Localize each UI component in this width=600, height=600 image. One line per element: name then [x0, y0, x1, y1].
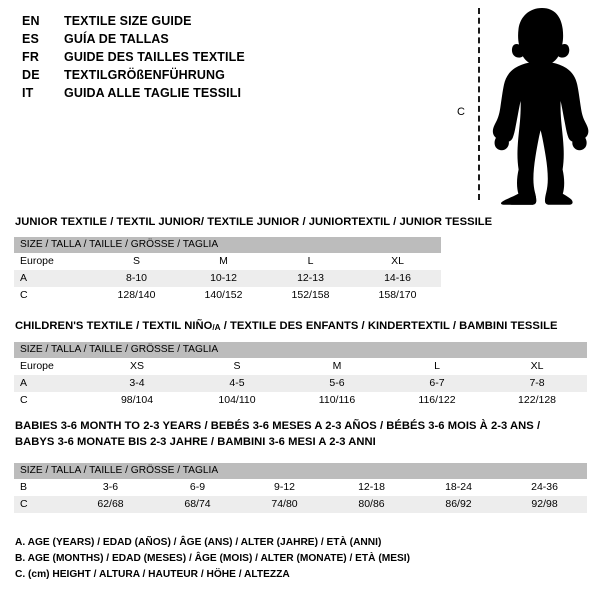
language-row-de: DE TEXTILGRÖßENFÜHRUNG: [22, 68, 422, 86]
language-row-es: ES GUÍA DE TALLAS: [22, 32, 422, 50]
row-label: B: [14, 479, 67, 496]
children-title-subscript: /A: [212, 322, 221, 332]
cell: M: [180, 253, 267, 270]
table-header-row: SIZE / TALLA / TAILLE / GRÖSSE / TAGLIA: [14, 237, 442, 253]
cell: 6-9: [154, 479, 241, 496]
row-label: Europe: [14, 253, 93, 270]
language-title: TEXTILGRÖßENFÜHRUNG: [64, 68, 225, 82]
table-row: A 3-4 4-5 5-6 6-7 7-8: [14, 375, 588, 392]
table-row: C 98/104 104/110 110/116 116/122 122/128: [14, 392, 588, 409]
cell: 4-5: [187, 375, 287, 392]
row-label: A: [14, 270, 93, 287]
cell: XS: [87, 358, 187, 375]
language-title: GUÍA DE TALLAS: [64, 32, 169, 46]
language-title: GUIDA ALLE TAGLIE TESSILI: [64, 86, 242, 100]
cell: 68/74: [154, 496, 241, 513]
cell: 10-12: [180, 270, 267, 287]
cell: 3-4: [87, 375, 187, 392]
babies-title-line2: BABYS 3-6 MONATE BIS 2-3 JAHRE / BAMBINI…: [15, 436, 376, 448]
legend-item-a: A. AGE (YEARS) / EDAD (AÑOS) / ÂGE (ANS)…: [15, 537, 382, 548]
cell: 9-12: [241, 479, 328, 496]
cell: 12-18: [328, 479, 415, 496]
cell: 86/92: [415, 496, 502, 513]
row-label: Europe: [14, 358, 87, 375]
cell: M: [287, 358, 387, 375]
size-header-label: SIZE / TALLA / TAILLE / GRÖSSE / TAGLIA: [14, 237, 442, 253]
language-code: ES: [22, 32, 40, 46]
table-row: C 128/140 140/152 152/158 158/170: [14, 287, 442, 304]
cell: 74/80: [241, 496, 328, 513]
cell: 128/140: [93, 287, 180, 304]
cell: L: [387, 358, 487, 375]
table-row: Europe XS S M L XL: [14, 358, 588, 375]
language-title: TEXTILE SIZE GUIDE: [64, 14, 192, 28]
legend-block: A. AGE (YEARS) / EDAD (AÑOS) / ÂGE (ANS)…: [15, 535, 410, 583]
cell: 7-8: [487, 375, 588, 392]
cell: 8-10: [93, 270, 180, 287]
toddler-silhouette-icon: [492, 8, 589, 205]
table-header-row: SIZE / TALLA / TAILLE / GRÖSSE / TAGLIA: [14, 463, 588, 479]
cell: 110/116: [287, 392, 387, 409]
row-label: C: [14, 496, 67, 513]
cell: XL: [487, 358, 588, 375]
cell: 140/152: [180, 287, 267, 304]
table-row: C 62/68 68/74 74/80 80/86 86/92 92/98: [14, 496, 588, 513]
language-row-it: IT GUIDA ALLE TAGLIE TESSILI: [22, 86, 422, 104]
cell: 92/98: [502, 496, 588, 513]
junior-size-table: SIZE / TALLA / TAILLE / GRÖSSE / TAGLIA …: [14, 237, 442, 304]
babies-size-table: SIZE / TALLA / TAILLE / GRÖSSE / TAGLIA …: [14, 463, 588, 513]
language-title: GUIDE DES TAILLES TEXTILE: [64, 50, 245, 64]
row-label: C: [14, 287, 93, 304]
cell: 104/110: [187, 392, 287, 409]
height-measurement-figure: C: [440, 0, 600, 210]
cell: 3-6: [67, 479, 154, 496]
legend-item-c: C. (cm) HEIGHT / ALTURA / HAUTEUR / HÖHE…: [15, 569, 290, 580]
row-label: A: [14, 375, 87, 392]
cell: S: [187, 358, 287, 375]
size-header-label: SIZE / TALLA / TAILLE / GRÖSSE / TAGLIA: [14, 463, 588, 479]
cell: 6-7: [387, 375, 487, 392]
cell: 18-24: [415, 479, 502, 496]
cell: 116/122: [387, 392, 487, 409]
cell: 14-16: [354, 270, 442, 287]
cell: L: [267, 253, 354, 270]
cell: S: [93, 253, 180, 270]
table-row: A 8-10 10-12 12-13 14-16: [14, 270, 442, 287]
language-header-block: EN TEXTILE SIZE GUIDE ES GUÍA DE TALLAS …: [22, 14, 422, 104]
cell: 98/104: [87, 392, 187, 409]
babies-section-title: BABIES 3-6 MONTH TO 2-3 YEARS / BEBÉS 3-…: [15, 420, 540, 448]
cell: XL: [354, 253, 442, 270]
children-size-table: SIZE / TALLA / TAILLE / GRÖSSE / TAGLIA …: [14, 342, 588, 409]
cell: 158/170: [354, 287, 442, 304]
language-row-fr: FR GUIDE DES TAILLES TEXTILE: [22, 50, 422, 68]
language-code: DE: [22, 68, 40, 82]
cell: 122/128: [487, 392, 588, 409]
cell: 80/86: [328, 496, 415, 513]
children-title-part1: CHILDREN'S TEXTILE / TEXTIL NIÑO: [15, 320, 213, 332]
height-measure-label: C: [457, 106, 465, 118]
language-code: EN: [22, 14, 40, 28]
table-row: B 3-6 6-9 9-12 12-18 18-24 24-36: [14, 479, 588, 496]
size-header-label: SIZE / TALLA / TAILLE / GRÖSSE / TAGLIA: [14, 342, 588, 358]
junior-section-title: JUNIOR TEXTILE / TEXTIL JUNIOR/ TEXTILE …: [15, 216, 493, 228]
cell: 24-36: [502, 479, 588, 496]
legend-item-b: B. AGE (MONTHS) / EDAD (MESES) / ÂGE (MO…: [15, 553, 411, 564]
height-dashed-line-icon: [478, 8, 480, 200]
children-section-title: CHILDREN'S TEXTILE / TEXTIL NIÑO/A / TEX…: [15, 320, 558, 332]
language-code: FR: [22, 50, 40, 64]
cell: 5-6: [287, 375, 387, 392]
language-code: IT: [22, 86, 34, 100]
cell: 12-13: [267, 270, 354, 287]
language-row-en: EN TEXTILE SIZE GUIDE: [22, 14, 422, 32]
cell: 62/68: [67, 496, 154, 513]
table-row: Europe S M L XL: [14, 253, 442, 270]
babies-title-line1: BABIES 3-6 MONTH TO 2-3 YEARS / BEBÉS 3-…: [15, 420, 541, 432]
row-label: C: [14, 392, 87, 409]
table-header-row: SIZE / TALLA / TAILLE / GRÖSSE / TAGLIA: [14, 342, 588, 358]
cell: 152/158: [267, 287, 354, 304]
children-title-part2: / TEXTILE DES ENFANTS / KINDERTEXTIL / B…: [220, 320, 558, 332]
